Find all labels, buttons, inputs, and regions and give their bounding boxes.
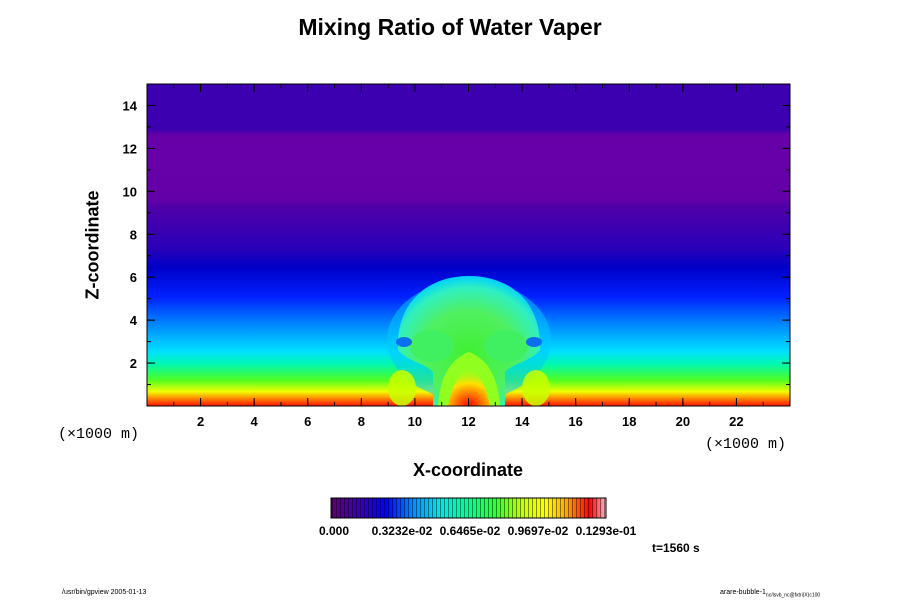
y-axis-label: Z-coordinate: [82, 190, 103, 300]
y-tick-label: 6: [130, 270, 137, 285]
x-axis-ticks: 2 4 6 8 10 12 14 16 18 20 22: [173, 84, 764, 429]
colorbar-label: 0.1293e-01: [576, 524, 637, 538]
x-axis-label: X-coordinate: [412, 460, 523, 480]
footer-file-sub: nc/lsvb_nc@fxtri(X)c100: [765, 592, 821, 599]
z-unit-label: (×1000 m): [58, 426, 140, 443]
bubble-lobe-left: [410, 330, 454, 362]
x-tick-label: 2: [197, 414, 204, 429]
y-tick-label: 4: [130, 313, 138, 328]
y-axis-ticks: 2 4 6 8 10 12 14: [123, 98, 790, 386]
side-plume-left: [388, 370, 416, 406]
x-tick-label: 6: [304, 414, 311, 429]
dark-notch-left: [396, 337, 412, 347]
x-tick-label: 12: [461, 414, 475, 429]
x-unit-label: (×1000 m): [705, 436, 787, 453]
x-tick-label: 14: [515, 414, 530, 429]
colorbar-stripes: [331, 498, 606, 518]
x-tick-label: 18: [622, 414, 636, 429]
x-tick-label: 22: [729, 414, 743, 429]
footer-file: arare-bubble-1nc/lsvb_nc@fxtri(X)c100: [720, 589, 820, 598]
chart-title: Mixing Ratio of Water Vaper: [298, 14, 602, 40]
x-tick-label: 4: [251, 414, 259, 429]
colorbar-labels: 0.000 0.3232e-02 0.6465e-02 0.9697e-02 0.129…: [319, 524, 637, 538]
colorbar-label: 0.000: [319, 524, 349, 538]
dark-notch-right: [526, 337, 542, 347]
side-plume-right: [522, 370, 550, 406]
bubble-layer: [387, 276, 551, 406]
x-tick-label: 16: [568, 414, 582, 429]
time-annotation: t=1560 s: [652, 541, 700, 555]
y-tick-label: 10: [123, 184, 137, 199]
x-tick-label: 10: [408, 414, 422, 429]
x-tick-label: 20: [676, 414, 690, 429]
y-tick-label: 12: [123, 141, 137, 156]
colorbar-label: 0.3232e-02: [372, 524, 433, 538]
y-tick-label: 2: [130, 356, 137, 371]
colorbar-label: 0.9697e-02: [508, 524, 569, 538]
y-tick-label: 8: [130, 227, 137, 242]
bubble-core: [448, 368, 490, 406]
colorbar-label: 0.6465e-02: [440, 524, 501, 538]
y-tick-label: 14: [123, 98, 138, 113]
footer-file-main: arare-bubble-1: [720, 589, 766, 596]
bubble-cap: [397, 276, 541, 406]
footer-command: /usr/bin/gpview 2005-01-13: [62, 589, 147, 596]
bubble-lobe-right: [484, 330, 528, 362]
x-tick-label: 8: [358, 414, 365, 429]
